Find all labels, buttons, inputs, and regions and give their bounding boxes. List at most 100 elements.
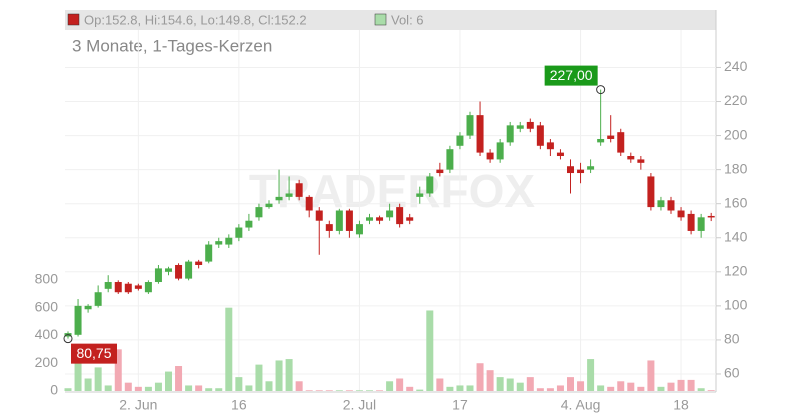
max-label-box xyxy=(544,65,598,86)
volume-bar xyxy=(84,378,92,391)
candle-body xyxy=(245,220,253,228)
y-tick-label: 120 xyxy=(724,263,748,279)
volume-bar xyxy=(64,388,72,391)
volume-bar xyxy=(335,390,343,391)
candle-body xyxy=(315,210,323,221)
volume-bar xyxy=(456,385,464,391)
volume-bar xyxy=(446,386,454,391)
candle-body xyxy=(134,285,142,289)
candle-body xyxy=(687,213,695,231)
candle-body xyxy=(225,237,233,245)
legend-swatch xyxy=(374,13,387,26)
volume-bar xyxy=(516,382,524,391)
volume-bar xyxy=(275,360,283,391)
volume-bar xyxy=(637,386,645,391)
volume-bar xyxy=(245,385,253,391)
volume-tick-label: 800 xyxy=(35,271,59,287)
candle-body xyxy=(366,217,373,221)
volume-bar xyxy=(587,359,595,391)
x-tick-label: 17 xyxy=(452,397,468,413)
candle-body xyxy=(94,292,102,306)
y-tick-label: 80 xyxy=(724,331,740,347)
volume-bar xyxy=(396,378,404,391)
candle-body xyxy=(144,282,152,293)
candle-body xyxy=(285,193,293,197)
volume-bar xyxy=(376,390,384,391)
volume-bar xyxy=(436,378,444,391)
candle-body xyxy=(526,121,534,129)
watermark: TRADERFOX xyxy=(249,165,536,217)
volume-bar xyxy=(577,381,585,391)
x-tick-label: 16 xyxy=(231,397,247,413)
candle-body xyxy=(697,217,705,231)
legend-swatch xyxy=(67,13,80,26)
candle-body xyxy=(104,282,112,289)
volume-bar xyxy=(707,390,715,391)
y-tick-label: 180 xyxy=(724,160,748,176)
candle-body xyxy=(516,125,524,129)
candle-body xyxy=(546,142,554,150)
volume-bar xyxy=(355,390,363,391)
candle-body xyxy=(215,241,223,245)
volume-bar xyxy=(114,349,122,391)
max-marker xyxy=(596,85,606,95)
volume-bar xyxy=(617,381,625,391)
x-tick-label: 4. Aug xyxy=(561,397,601,413)
volume-bar xyxy=(104,385,112,391)
volume-bar xyxy=(74,345,82,391)
candle-body xyxy=(376,217,384,221)
candle-body xyxy=(476,115,484,153)
volume-bar xyxy=(94,367,102,391)
candle-body xyxy=(355,224,363,235)
volume-bar xyxy=(165,371,172,391)
volume-bar xyxy=(195,385,203,391)
y-tick-label: 160 xyxy=(724,194,748,210)
volume-bar xyxy=(144,386,152,391)
min-marker xyxy=(63,334,73,344)
volume-bar xyxy=(215,388,223,391)
volume-bar xyxy=(536,388,544,391)
candle-body xyxy=(587,166,595,170)
volume-bar xyxy=(657,386,665,391)
candle-body xyxy=(607,135,615,139)
volume-bar xyxy=(697,388,705,391)
candle-body xyxy=(597,138,605,143)
candle-body xyxy=(124,283,132,293)
volume-bar xyxy=(546,388,554,391)
candle-body xyxy=(496,142,504,160)
y-tick-label: 100 xyxy=(724,297,748,313)
volume-bar xyxy=(416,389,424,391)
volume-bar xyxy=(476,363,484,391)
candle-body xyxy=(556,152,564,157)
volume-bar xyxy=(496,377,504,391)
volume-bar xyxy=(265,381,273,391)
candle-body xyxy=(335,210,343,231)
y-tick-label: 60 xyxy=(724,365,740,381)
candle-body xyxy=(345,210,353,231)
volume-bar xyxy=(556,385,564,391)
candle-body xyxy=(617,132,625,153)
volume-bar xyxy=(647,360,655,391)
candle-body xyxy=(426,176,434,194)
volume-bar xyxy=(175,366,183,391)
volume-bar xyxy=(315,390,323,391)
candle-body xyxy=(647,176,655,208)
candle-body xyxy=(235,227,243,238)
volume-bar xyxy=(506,378,514,391)
volume-bar xyxy=(295,381,303,391)
y-tick-label: 240 xyxy=(724,58,748,74)
header-bar xyxy=(65,10,716,30)
candle-body xyxy=(386,210,394,218)
candle-body xyxy=(255,207,263,218)
candle-body xyxy=(536,125,544,146)
volume-bar xyxy=(235,377,243,391)
volume-bar xyxy=(386,381,394,391)
candle-body xyxy=(396,207,404,225)
candle-body xyxy=(466,115,474,136)
candle-body xyxy=(195,261,203,265)
candle-body xyxy=(577,169,585,174)
volume-bar xyxy=(607,386,615,391)
candle-body xyxy=(456,135,464,146)
candle-body xyxy=(506,125,514,143)
